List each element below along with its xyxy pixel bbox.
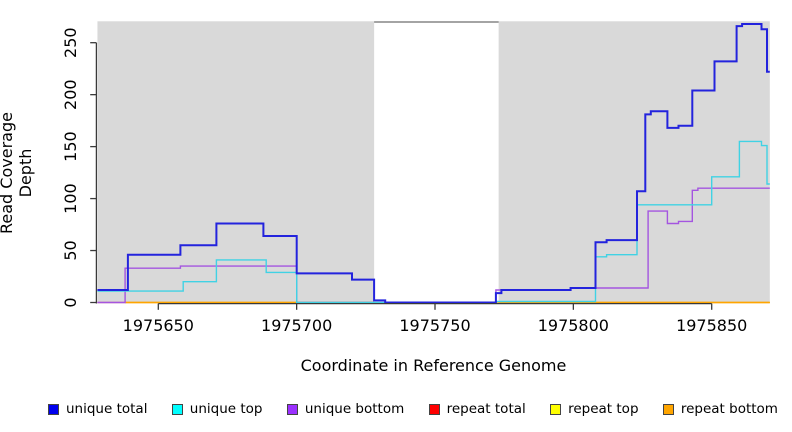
y-tick-label: 200 (61, 79, 80, 110)
legend-item: unique bottom (286, 401, 405, 417)
series-unique-top (97, 140, 770, 304)
legend-swatch (48, 403, 59, 415)
x-tick-label: 1975850 (676, 316, 747, 335)
legend-label: repeat bottom (680, 401, 778, 417)
y-tick-label: 150 (61, 131, 80, 162)
legend-label: unique bottom (304, 401, 405, 417)
x-tick-label: 1975800 (538, 316, 609, 335)
legend-item: repeat total (428, 401, 526, 417)
legend-label: repeat top (568, 401, 639, 417)
legend-item: repeat top (550, 401, 639, 417)
y-tick-label: 250 (61, 27, 80, 58)
legend-swatch (550, 403, 562, 415)
legend-swatch (662, 403, 674, 415)
legend-label: repeat total (446, 401, 526, 417)
y-tick-label: 100 (61, 183, 80, 214)
y-tick-label: 50 (61, 240, 80, 260)
y-axis-title: Read Coverage Depth (0, 112, 35, 234)
x-tick-label: 1975750 (399, 316, 470, 335)
legend-swatch (428, 403, 440, 415)
legend-item: unique total (48, 401, 147, 417)
legend-label: unique top (189, 401, 263, 417)
gap-region (374, 22, 499, 303)
x-axis-title: Coordinate in Reference Genome (300, 356, 567, 375)
legend-label: unique total (66, 401, 148, 417)
series-unique-total (97, 23, 770, 304)
legend: unique total unique top unique bottom re… (48, 398, 778, 420)
legend-item: unique top (171, 401, 263, 417)
x-tick-label: 1975700 (261, 316, 332, 335)
legend-item: repeat bottom (662, 401, 778, 417)
series-unique-bottom (97, 187, 770, 304)
legend-swatch (171, 403, 183, 415)
coverage-chart-svg: 1975650 1975700 1975750 1975800 1975850 0 50 10… (61, 21, 770, 335)
legend-swatch (286, 403, 298, 415)
y-tick-label: 0 (61, 297, 80, 307)
x-tick-label: 1975650 (123, 316, 194, 335)
